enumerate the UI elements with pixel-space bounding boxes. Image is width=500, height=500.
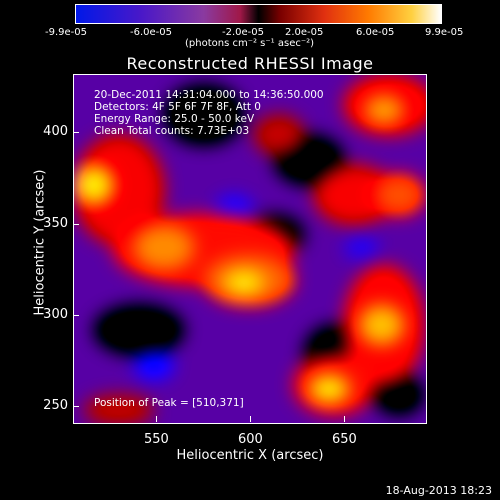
colorbar-units: (photons cm⁻² s⁻¹ asec⁻²) [185, 38, 315, 49]
y-tickmark [73, 315, 79, 316]
peak-position-label: Position of Peak = [510,371] [94, 397, 244, 409]
y-axis: 400 350 300 250 [0, 0, 68, 500]
y-tick-label: 350 [43, 216, 68, 231]
y-tickmark [73, 224, 79, 225]
colorbar-tick: -2.0e-05 [222, 27, 264, 38]
y-tickmark [73, 132, 79, 133]
info-clean-counts: Clean Total counts: 7.73E+03 [94, 125, 250, 137]
heatmap-image [74, 75, 426, 423]
plot-title: Reconstructed RHESSI Image [126, 54, 374, 73]
x-tick-label: 650 [332, 432, 357, 447]
x-tickmark [156, 416, 157, 422]
colorbar [75, 4, 442, 24]
colorbar-tick: 9.9e-05 [425, 27, 464, 38]
info-time-range: 20-Dec-2011 14:31:04.000 to 14:36:50.000 [94, 89, 324, 101]
colorbar-tick: -6.0e-05 [130, 27, 172, 38]
y-tick-label: 400 [43, 124, 68, 139]
x-tick-label: 600 [238, 432, 263, 447]
x-tickmark [344, 416, 345, 422]
y-tick-label: 300 [43, 307, 68, 322]
colorbar-tick: 2.0e-05 [285, 27, 324, 38]
colorbar-tick: 6.0e-05 [356, 27, 395, 38]
image-frame: 20-Dec-2011 14:31:04.000 to 14:36:50.000… [73, 74, 427, 424]
y-tickmark [73, 406, 79, 407]
x-tickmark [250, 416, 251, 422]
x-axis-label: Heliocentric X (arcsec) [176, 448, 324, 463]
y-tick-label: 250 [43, 398, 68, 413]
y-axis-label: Heliocentric Y (arcsec) [32, 169, 48, 316]
date-stamp: 18-Aug-2013 18:23 [385, 484, 492, 497]
info-detectors: Detectors: 4F 5F 6F 7F 8F, Att 0 [94, 101, 261, 113]
info-energy-range: Energy Range: 25.0 - 50.0 keV [94, 113, 255, 125]
x-tick-label: 550 [144, 432, 169, 447]
colorbar-tick: -9.9e-05 [45, 27, 87, 38]
